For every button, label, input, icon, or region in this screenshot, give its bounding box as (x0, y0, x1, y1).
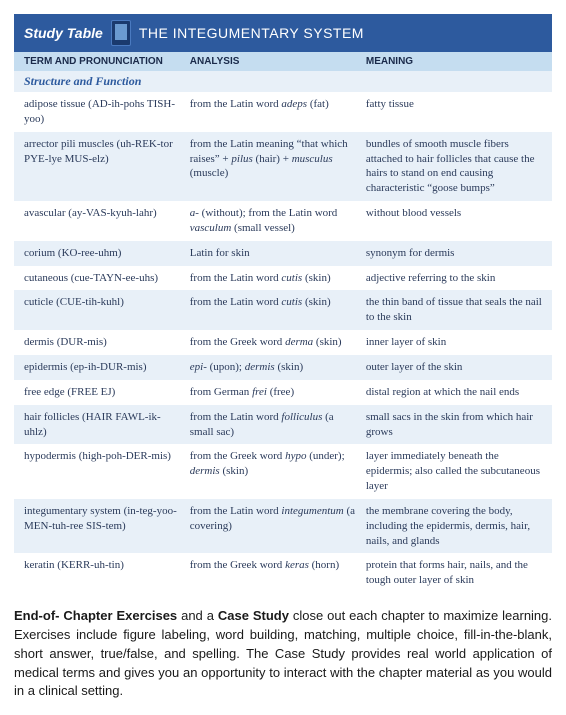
analysis-cell: from the Greek word hypo (under); dermis… (190, 449, 366, 494)
analysis-cell: from the Latin word folliculus (a small … (190, 410, 366, 440)
meaning-cell: bundles of smooth muscle fibers attached… (366, 137, 542, 196)
body-bold-1: End-of- Chapter Exercises (14, 608, 177, 623)
term-cell: epidermis (ep-ih-DUR-mis) (24, 360, 190, 375)
col-header-meaning: MEANING (366, 56, 542, 67)
analysis-cell: a- (without); from the Latin word vascul… (190, 206, 366, 236)
table-row: corium (KO-ree-uhm)Latin for skinsynonym… (14, 241, 552, 266)
table-row: cuticle (CUE-tih-kuhl)from the Latin wor… (14, 290, 552, 330)
analysis-cell: from the Latin meaning “that which raise… (190, 137, 366, 196)
meaning-cell: adjective referring to the skin (366, 271, 542, 286)
meaning-cell: the membrane covering the body, includin… (366, 504, 542, 549)
body-text: End-of- Chapter Exercises and a Case Stu… (14, 607, 552, 701)
table-row: integumentary system (in-teg-yoo-MEN-tuh… (14, 499, 552, 554)
term-cell: arrector pili muscles (uh-REK-tor PYE-ly… (24, 137, 190, 196)
analysis-cell: from the Latin word cutis (skin) (190, 271, 366, 286)
meaning-cell: small sacs in the skin from which hair g… (366, 410, 542, 440)
meaning-cell: fatty tissue (366, 97, 542, 127)
table-row: dermis (DUR-mis)from the Greek word derm… (14, 330, 552, 355)
analysis-cell: from the Greek word keras (horn) (190, 558, 366, 588)
table-row: adipose tissue (AD-ih-pohs TISH-yoo)from… (14, 92, 552, 132)
table-row: arrector pili muscles (uh-REK-tor PYE-ly… (14, 132, 552, 201)
col-header-term: TERM AND PRONUNCIATION (24, 56, 190, 67)
table-row: hypodermis (high-poh-DER-mis)from the Gr… (14, 444, 552, 499)
analysis-cell: from the Greek word derma (skin) (190, 335, 366, 350)
column-headers: TERM AND PRONUNCIATION ANALYSIS MEANING (14, 52, 552, 71)
analysis-cell: epi- (upon); dermis (skin) (190, 360, 366, 375)
table-row: cutaneous (cue-TAYN-ee-uhs)from the Lati… (14, 266, 552, 291)
term-cell: hair follicles (HAIR FAWL-ik-uhlz) (24, 410, 190, 440)
meaning-cell: inner layer of skin (366, 335, 542, 350)
study-table-label: Study Table (24, 25, 103, 41)
table-row: hair follicles (HAIR FAWL-ik-uhlz)from t… (14, 405, 552, 445)
meaning-cell: the thin band of tissue that seals the n… (366, 295, 542, 325)
analysis-cell: from the Latin word adeps (fat) (190, 97, 366, 127)
study-table-header: Study Table THE INTEGUMENTARY SYSTEM (14, 14, 552, 52)
term-cell: keratin (KERR-uh-tin) (24, 558, 190, 588)
term-cell: integumentary system (in-teg-yoo-MEN-tuh… (24, 504, 190, 549)
meaning-cell: protein that forms hair, nails, and the … (366, 558, 542, 588)
term-cell: hypodermis (high-poh-DER-mis) (24, 449, 190, 494)
meaning-cell: without blood vessels (366, 206, 542, 236)
analysis-cell: from the Latin word integumentum (a cove… (190, 504, 366, 549)
tablet-icon (111, 20, 131, 46)
table-row: avascular (ay-VAS-kyuh-lahr)a- (without)… (14, 201, 552, 241)
meaning-cell: synonym for dermis (366, 246, 542, 261)
term-cell: corium (KO-ree-uhm) (24, 246, 190, 261)
analysis-cell: from German frei (free) (190, 385, 366, 400)
study-table-title: THE INTEGUMENTARY SYSTEM (139, 25, 364, 41)
analysis-cell: Latin for skin (190, 246, 366, 261)
term-cell: cutaneous (cue-TAYN-ee-uhs) (24, 271, 190, 286)
table-row: epidermis (ep-ih-DUR-mis)epi- (upon); de… (14, 355, 552, 380)
term-cell: cuticle (CUE-tih-kuhl) (24, 295, 190, 325)
meaning-cell: distal region at which the nail ends (366, 385, 542, 400)
term-cell: adipose tissue (AD-ih-pohs TISH-yoo) (24, 97, 190, 127)
col-header-analysis: ANALYSIS (190, 56, 366, 67)
section-header: Structure and Function (14, 71, 552, 92)
meaning-cell: layer immediately beneath the epidermis;… (366, 449, 542, 494)
table-row: free edge (FREE EJ)from German frei (fre… (14, 380, 552, 405)
meaning-cell: outer layer of the skin (366, 360, 542, 375)
rows-container: adipose tissue (AD-ih-pohs TISH-yoo)from… (14, 92, 552, 593)
body-bold-3: Case Study (218, 608, 289, 623)
table-row: keratin (KERR-uh-tin)from the Greek word… (14, 553, 552, 593)
term-cell: free edge (FREE EJ) (24, 385, 190, 400)
analysis-cell: from the Latin word cutis (skin) (190, 295, 366, 325)
term-cell: dermis (DUR-mis) (24, 335, 190, 350)
term-cell: avascular (ay-VAS-kyuh-lahr) (24, 206, 190, 236)
body-seg-2: and a (177, 608, 218, 623)
